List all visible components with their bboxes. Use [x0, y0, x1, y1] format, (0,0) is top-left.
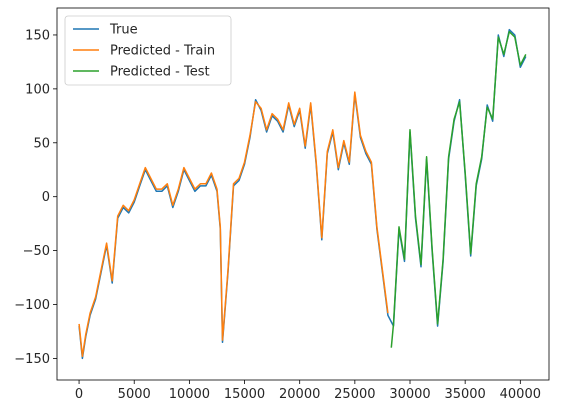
legend-box	[64, 15, 232, 86]
x-tick-label: 0	[75, 387, 83, 402]
x-tick-label: 40000	[500, 387, 541, 402]
series-line-1	[78, 91, 389, 358]
plot-frame	[56, 7, 550, 381]
x-tick-label: 20000	[279, 387, 320, 402]
x-tick-label: 35000	[444, 387, 485, 402]
y-tick-label: 100	[25, 82, 50, 97]
x-tick-label: 10000	[169, 387, 210, 402]
x-tick-label: 25000	[334, 387, 375, 402]
x-tick-label: 30000	[389, 387, 430, 402]
legend: True Predicted - Train Predicted - Test	[64, 15, 232, 86]
y-tick-label: −100	[14, 298, 50, 313]
y-tick-label: 50	[33, 136, 50, 151]
legend-label-2: Predicted - Test	[110, 65, 210, 80]
legend-label-1: Predicted - Train	[110, 44, 215, 59]
plot-content	[78, 28, 527, 360]
y-tick-label: −150	[14, 352, 50, 367]
y-tick-label: 150	[25, 28, 50, 43]
y-tick-label: −50	[23, 244, 50, 259]
axes: 0 5000 10000 15000 20000 25000 30000 35000 40000…	[14, 7, 550, 402]
x-tick-label: 15000	[224, 387, 265, 402]
legend-label-0: True	[109, 23, 138, 38]
y-tick-label: 0	[42, 190, 50, 205]
x-tick-label: 5000	[118, 387, 151, 402]
series-line-2	[390, 30, 527, 348]
